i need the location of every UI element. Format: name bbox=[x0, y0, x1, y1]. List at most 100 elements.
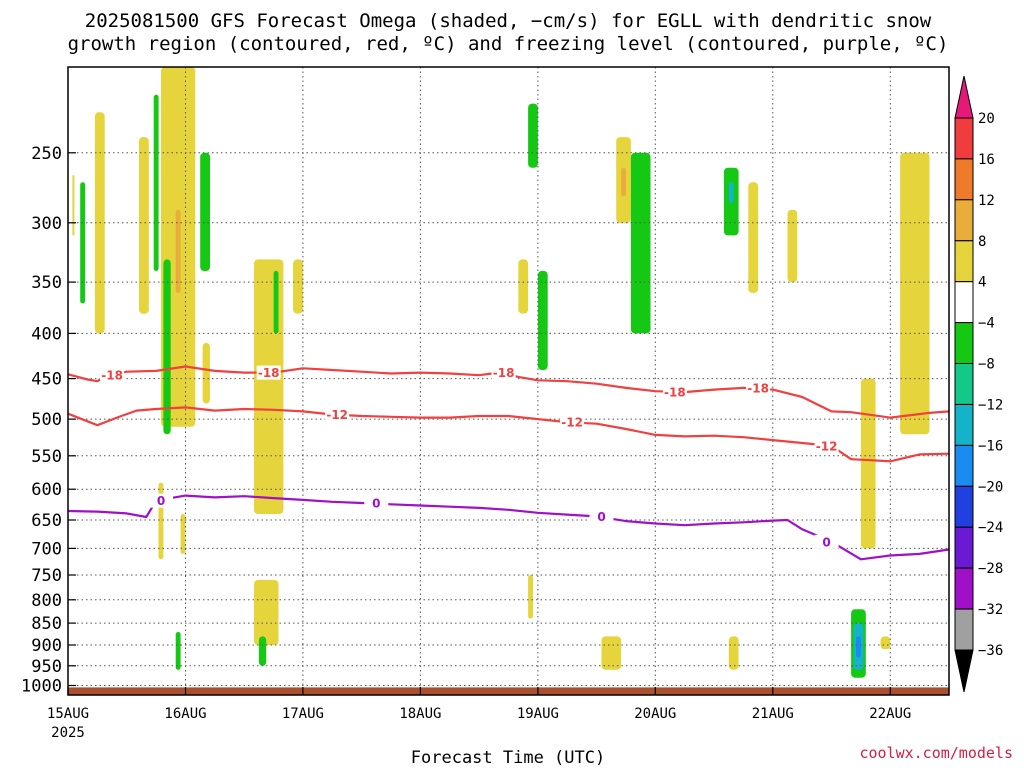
y-tick-label-550: 550 bbox=[31, 447, 62, 467]
contour-label--12-2: -12 bbox=[816, 439, 838, 453]
contour-label--12-1: -12 bbox=[561, 416, 583, 430]
omega-region-15 bbox=[258, 636, 267, 666]
colorbar-label-10: −24 bbox=[978, 520, 1003, 536]
omega-region-17 bbox=[180, 514, 186, 554]
omega-region-3 bbox=[139, 137, 149, 314]
omega-region-35 bbox=[856, 636, 861, 658]
omega-region-21 bbox=[528, 575, 533, 619]
time-axis: 15AUG 16AUG 17AUG 18AUG 19AUG 20AUG 21AUG 22AUG… bbox=[47, 687, 911, 741]
colorbar-label-13: −36 bbox=[978, 643, 1003, 659]
colorbar-bin-7 bbox=[954, 363, 974, 405]
ground-strip bbox=[68, 687, 949, 695]
colorbar-bin-3 bbox=[954, 199, 974, 242]
colorbar-label-5: −4 bbox=[978, 316, 995, 332]
contour-label--18-4: -18 bbox=[747, 381, 769, 395]
contour-line-0 bbox=[67, 494, 950, 561]
omega-region-4 bbox=[153, 94, 159, 271]
omega-region-26 bbox=[728, 182, 734, 204]
omega-region-16 bbox=[175, 632, 181, 670]
colorbar-label-3: 8 bbox=[978, 234, 986, 250]
colorbar-label-7: −12 bbox=[978, 398, 1003, 414]
y-tick-label-350: 350 bbox=[31, 273, 62, 293]
chart-title-line-1: 2025081500 GFS Forecast Omega (shaded, −… bbox=[85, 10, 932, 32]
x-tick-label-21AUG: 21AUG bbox=[752, 706, 794, 722]
colorbar-bin-5 bbox=[954, 281, 974, 324]
contour-layer: -18 -18 -18 -18 -18 -12 -12 -12 0 0 0 0 bbox=[67, 365, 950, 561]
contour-label-0-3: 0 bbox=[822, 535, 830, 549]
contour-label-bg--12-2 bbox=[814, 438, 839, 453]
y-tick-label-950: 950 bbox=[31, 657, 62, 677]
contour-label-bg-0-3 bbox=[814, 534, 839, 549]
omega-region-10 bbox=[202, 342, 210, 404]
omega-region-14 bbox=[254, 580, 279, 645]
y-tick-label-450: 450 bbox=[31, 370, 62, 390]
omega-region-27 bbox=[748, 182, 759, 293]
x-tick-label-17AUG: 17AUG bbox=[282, 706, 324, 722]
colorbar-bin-12 bbox=[954, 567, 974, 610]
contour-label-bg--18-0 bbox=[100, 368, 125, 383]
contour-label-bg--18-2 bbox=[491, 365, 516, 380]
contour-line--12 bbox=[67, 406, 950, 463]
omega-region-36 bbox=[880, 636, 891, 650]
omega-region-18 bbox=[528, 103, 538, 168]
contour-label-bg--18-1 bbox=[256, 365, 281, 380]
colorbar-label-2: 12 bbox=[978, 193, 995, 209]
omega-region-0 bbox=[72, 175, 75, 236]
contour-label--18-1: -18 bbox=[258, 366, 280, 380]
plot-frame bbox=[67, 66, 950, 696]
y-tick-label-250: 250 bbox=[31, 144, 62, 164]
contour-label-bg--18-4 bbox=[746, 380, 771, 395]
contour-label--18-0: -18 bbox=[101, 369, 123, 383]
x-tick-label-22AUG: 22AUG bbox=[869, 706, 911, 722]
y-tick-label-300: 300 bbox=[31, 214, 62, 234]
credit-link[interactable]: coolwx.com/models bbox=[859, 744, 1013, 762]
x-tick-label-15AUG: 15AUG bbox=[47, 706, 89, 722]
x-tick-label-19AUG: 19AUG bbox=[517, 706, 559, 722]
omega-region-1 bbox=[80, 182, 86, 304]
contour-label-bg-0-1 bbox=[364, 496, 389, 510]
y-tick-label-1000: 1000 bbox=[21, 677, 62, 697]
colorbar-bin-6 bbox=[954, 322, 974, 365]
colorbar-bin-13 bbox=[954, 608, 974, 651]
omega-region-31 bbox=[860, 378, 876, 549]
colorbar-bin-8 bbox=[954, 404, 974, 446]
omega-region-7 bbox=[163, 259, 171, 435]
omega-region-20 bbox=[537, 270, 548, 370]
colorbar-label-0: 20 bbox=[978, 111, 995, 127]
omega-region-13 bbox=[293, 259, 303, 314]
omega-region-19 bbox=[518, 259, 529, 314]
x-axis-title: Forecast Time (UTC) bbox=[411, 748, 605, 768]
y-tick-label-600: 600 bbox=[31, 480, 62, 500]
omega-region-12 bbox=[273, 270, 279, 334]
y-tick-label-650: 650 bbox=[31, 511, 62, 531]
contour-label-0-2: 0 bbox=[597, 510, 605, 524]
y-tick-label-400: 400 bbox=[31, 324, 62, 344]
chart-title-line-2: growth region (contoured, red, ºC) and f… bbox=[68, 33, 949, 55]
contour-label--12-0: -12 bbox=[326, 408, 348, 422]
contour-label-bg-0-0 bbox=[149, 493, 173, 508]
colorbar-label-4: 4 bbox=[978, 275, 986, 291]
colorbar-bin-11 bbox=[954, 526, 974, 569]
y-tick-label-750: 750 bbox=[31, 566, 62, 586]
omega-region-32 bbox=[900, 152, 930, 435]
colorbar-bin-bottom bbox=[954, 649, 974, 693]
colorbar-label-1: 16 bbox=[978, 152, 995, 168]
colorbar-bin-top bbox=[954, 75, 974, 119]
omega-colorbar: 20 16 12 8 4 −4 −8 −12 −16 −20 −24 −28 −32 −36 bbox=[954, 75, 1003, 693]
omega-region-23 bbox=[621, 167, 626, 197]
y-tick-label-900: 900 bbox=[31, 636, 62, 656]
x-tick-label-16AUG: 16AUG bbox=[164, 706, 206, 722]
contour-label--18-3: -18 bbox=[664, 386, 686, 400]
colorbar-label-8: −16 bbox=[978, 438, 1003, 454]
omega-region-28 bbox=[787, 209, 798, 283]
contour-label--18-2: -18 bbox=[493, 366, 515, 380]
y-tick-label-700: 700 bbox=[31, 539, 62, 559]
omega-region-29 bbox=[601, 636, 622, 670]
y-tick-label-800: 800 bbox=[31, 591, 62, 611]
contour-label-0-0: 0 bbox=[157, 494, 165, 508]
contour-label-bg--12-1 bbox=[560, 415, 585, 430]
pressure-axis: 2503003504004505005506006507007508008509… bbox=[21, 144, 76, 697]
omega-region-11 bbox=[254, 259, 284, 514]
